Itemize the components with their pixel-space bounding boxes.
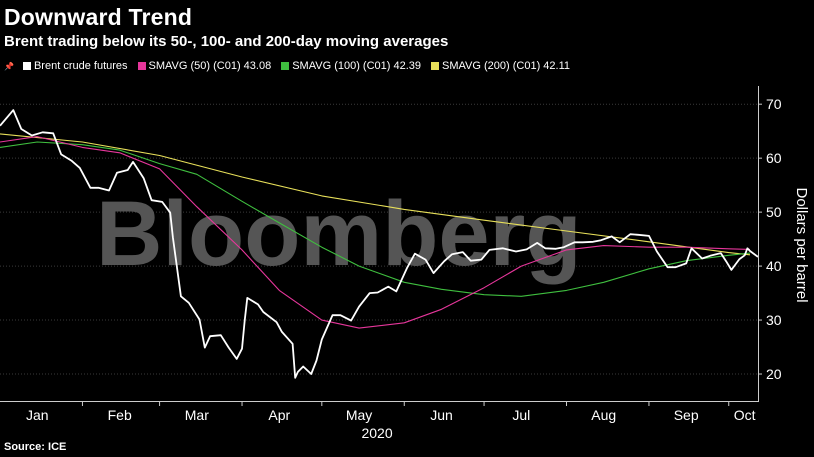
- x-axis-year-label: 2020: [361, 425, 392, 441]
- x-tick-label-jun: Jun: [430, 407, 453, 423]
- x-tick-label-jul: Jul: [512, 407, 530, 423]
- legend: 📌 Brent crude futures SMAVG (50) (C01) 4…: [4, 60, 570, 72]
- chart-title: Downward Trend: [4, 4, 193, 30]
- series-line-smavg-50-c01-43-08: [0, 136, 751, 329]
- x-tick-label-jan: Jan: [26, 407, 49, 423]
- x-tick-label-feb: Feb: [108, 407, 132, 423]
- legend-swatch-smavg100: [281, 62, 290, 70]
- legend-swatch-smavg200: [431, 62, 440, 70]
- source-note: Source: ICE: [4, 441, 67, 453]
- y-axis-label: Dollars per barrel: [793, 187, 810, 302]
- y-tick-label-60: 60: [766, 150, 782, 166]
- legend-swatch-brent: [22, 62, 31, 70]
- x-tick-label-apr: Apr: [268, 407, 290, 423]
- legend-swatch-smavg50: [137, 62, 146, 70]
- legend-item-smavg50: SMAVG (50) (C01) 43.08: [137, 60, 272, 72]
- x-tick-label-oct: Oct: [734, 407, 756, 423]
- pin-icon: 📌: [4, 61, 14, 71]
- series-line-brent-crude-futures: [0, 109, 759, 379]
- x-tick-label-may: May: [346, 407, 372, 423]
- y-tick-label-70: 70: [766, 96, 782, 112]
- legend-label-smavg200: SMAVG (200) (C01) 42.11: [442, 60, 570, 72]
- legend-item-smavg200: SMAVG (200) (C01) 42.11: [431, 60, 570, 72]
- x-tick-label-aug: Aug: [591, 407, 616, 423]
- y-tick-label-40: 40: [766, 258, 782, 274]
- x-tick-labels: Jan Feb Mar Apr May Jun Jul Aug Sep Oct: [26, 401, 756, 423]
- chart-subtitle: Brent trading below its 50-, 100- and 20…: [4, 33, 449, 50]
- series-lines: [0, 109, 759, 379]
- legend-item-brent: Brent crude futures: [22, 60, 128, 72]
- legend-label-smavg50: SMAVG (50) (C01) 43.08: [148, 60, 272, 72]
- series-line-smavg-100-c01-42-39: [0, 141, 751, 297]
- grid-lines: [0, 103, 758, 375]
- legend-label-brent: Brent crude futures: [33, 60, 128, 72]
- x-tick-label-sep: Sep: [674, 407, 699, 423]
- legend-item-smavg100: SMAVG (100) (C01) 42.39: [281, 60, 421, 72]
- y-tick-label-30: 30: [766, 312, 782, 328]
- x-tick-label-mar: Mar: [185, 407, 209, 423]
- axes: [0, 86, 759, 402]
- y-tick-label-20: 20: [766, 366, 782, 382]
- legend-label-smavg100: SMAVG (100) (C01) 42.39: [292, 60, 422, 72]
- series-line-smavg-200-c01-42-11: [0, 133, 751, 256]
- y-tick-labels: 20 30 40 50 60 70: [758, 96, 782, 382]
- y-tick-label-50: 50: [766, 204, 782, 220]
